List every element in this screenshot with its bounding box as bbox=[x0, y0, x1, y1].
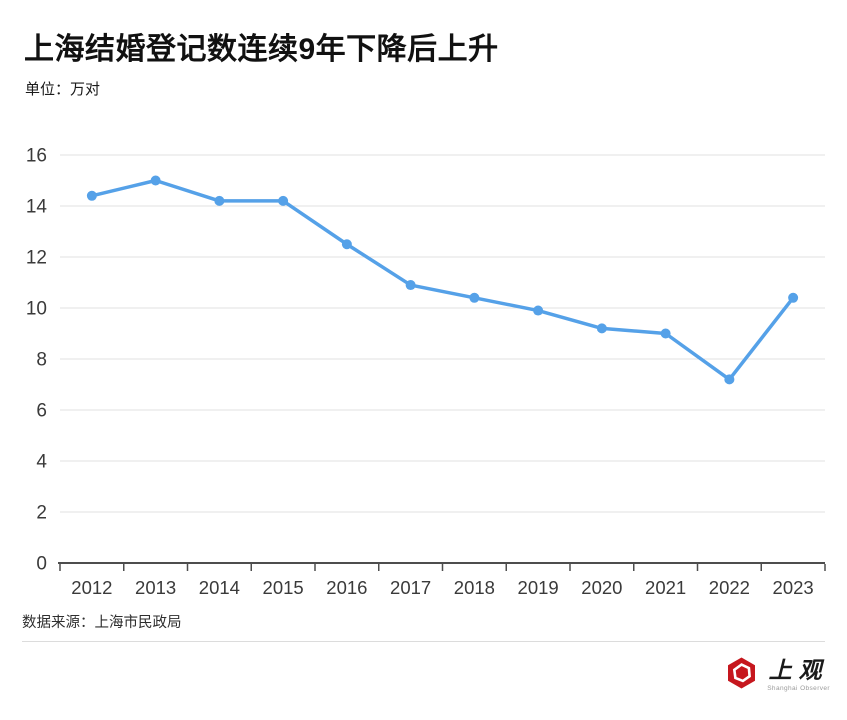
footer-divider bbox=[22, 641, 825, 642]
data-point bbox=[150, 175, 161, 186]
unit-label: 单位：万对 bbox=[25, 81, 101, 98]
data-source: 数据来源：上海市民政局 bbox=[22, 615, 182, 631]
data-point bbox=[788, 292, 799, 303]
x-axis-label: 2017 bbox=[390, 577, 431, 598]
data-point bbox=[214, 195, 225, 206]
x-axis-label: 2013 bbox=[135, 577, 176, 598]
x-axis-label: 2020 bbox=[581, 577, 622, 598]
logo-text-block: 上观 Shanghai Observer bbox=[767, 656, 830, 692]
x-axis-label: 2014 bbox=[199, 577, 240, 598]
y-axis-label: 10 bbox=[26, 299, 47, 320]
logo-en-text: Shanghai Observer bbox=[767, 685, 830, 692]
data-point bbox=[533, 305, 544, 316]
data-point bbox=[278, 195, 289, 206]
x-axis-label: 2019 bbox=[518, 577, 559, 598]
data-point bbox=[660, 328, 671, 339]
data-point bbox=[596, 323, 607, 334]
publisher-logo: 上观 Shanghai Observer bbox=[725, 656, 830, 692]
x-axis-label: 2022 bbox=[709, 577, 750, 598]
x-axis-label: 2023 bbox=[773, 577, 814, 598]
line-chart: 0 2 4 6 8 10 12 14 16 2012 2013 2014 2015 2016 2017 201… bbox=[26, 146, 826, 598]
y-axis-label: 0 bbox=[36, 554, 47, 575]
chart-title: 上海结婚登记数连续9年下降后上升 bbox=[24, 33, 499, 66]
line-series bbox=[90, 178, 795, 382]
x-axis-label: 2021 bbox=[645, 577, 686, 598]
chart-area: 0 2 4 6 8 10 12 14 16 2012 2013 2014 2015 2016 2017 201… bbox=[0, 140, 847, 610]
logo-cn-text: 上观 bbox=[768, 657, 829, 684]
data-point bbox=[724, 374, 735, 385]
x-axis-label: 2012 bbox=[71, 577, 112, 598]
y-axis-label: 4 bbox=[36, 452, 47, 473]
x-axis-label: 2016 bbox=[326, 577, 367, 598]
shanghai-observer-hexagon-icon bbox=[728, 657, 756, 689]
y-axis-label: 16 bbox=[26, 146, 47, 167]
data-point bbox=[341, 239, 352, 250]
x-axis-label: 2015 bbox=[263, 577, 304, 598]
data-point bbox=[86, 190, 97, 201]
y-axis-label: 12 bbox=[26, 248, 47, 269]
data-point bbox=[469, 292, 480, 303]
data-point bbox=[405, 280, 416, 291]
y-axis-label: 6 bbox=[36, 401, 47, 422]
y-axis-label: 8 bbox=[36, 350, 47, 371]
y-axis-label: 14 bbox=[26, 197, 48, 218]
x-axis-label: 2018 bbox=[454, 577, 495, 598]
y-axis-label: 2 bbox=[36, 503, 47, 524]
